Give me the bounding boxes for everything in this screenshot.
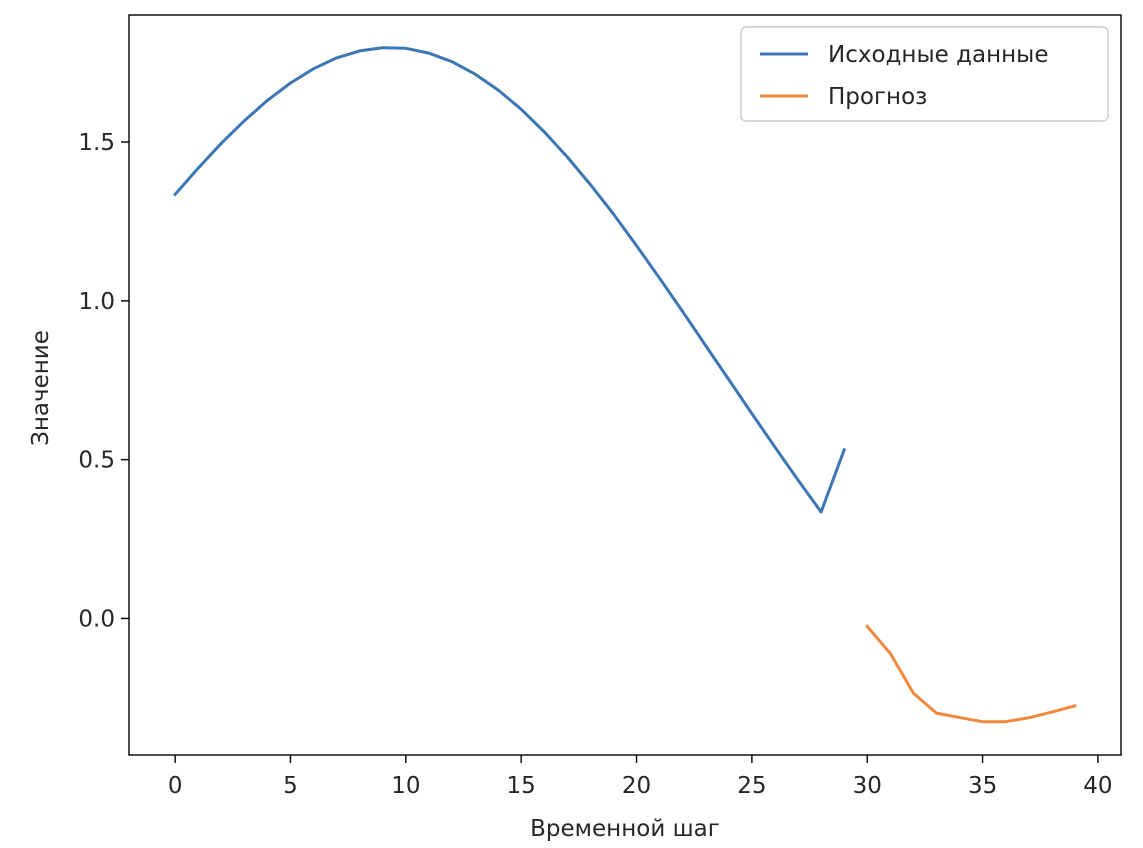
x-tick-label: 25 [737, 773, 766, 799]
y-tick-label: 1.5 [78, 130, 115, 156]
y-tick-label: 1.0 [78, 289, 115, 315]
series-layer [172, 46, 1077, 724]
x-tick-label: 0 [168, 773, 183, 799]
x-tick-label: 15 [507, 773, 536, 799]
x-axis-label: Временной шаг [530, 816, 720, 842]
series-line-0 [172, 46, 847, 514]
series-line-1 [865, 624, 1077, 724]
y-axis: 0.0 0.5 1.0 1.5 [78, 130, 129, 632]
y-tick-label: 0.0 [78, 606, 115, 632]
x-tick-label: 40 [1083, 773, 1112, 799]
legend-label-forecast: Прогноз [828, 84, 927, 110]
x-tick-label: 5 [283, 773, 298, 799]
legend-label-original: Исходные данные [828, 42, 1048, 68]
x-axis: 0 5 10 15 20 25 30 35 40 [168, 755, 1113, 799]
x-tick-label: 30 [853, 773, 882, 799]
x-tick-label: 10 [391, 773, 420, 799]
legend-box [740, 26, 1109, 122]
y-axis-label: Значение [28, 330, 54, 446]
x-tick-label: 20 [622, 773, 651, 799]
x-tick-label: 35 [968, 773, 997, 799]
legend: Исходные данные Прогноз [740, 26, 1109, 122]
y-tick-label: 0.5 [78, 448, 115, 474]
plot-frame [128, 14, 1122, 756]
